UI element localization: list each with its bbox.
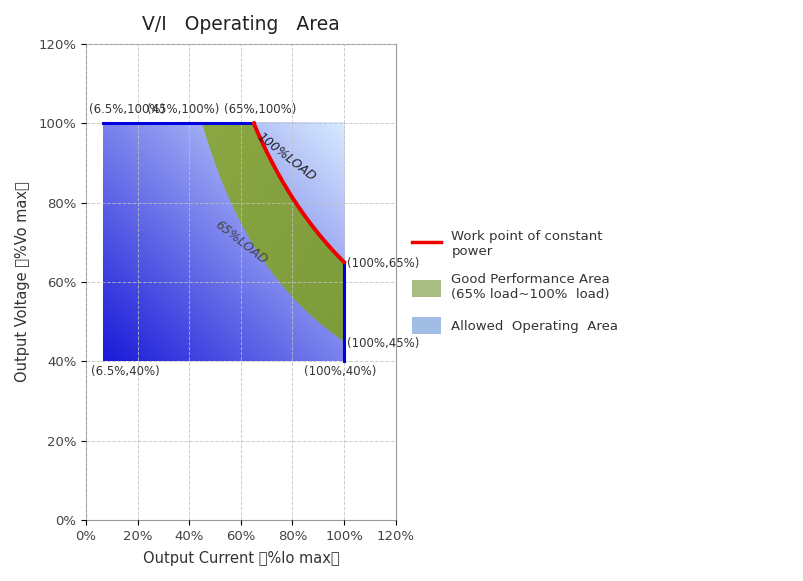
Text: (6.5%,100%): (6.5%,100%) xyxy=(88,103,165,116)
Text: (45%,100%): (45%,100%) xyxy=(146,103,218,116)
Text: 100%LOAD: 100%LOAD xyxy=(254,130,317,184)
Legend: Work point of constant
power, Good Performance Area
(65% load~100%  load), Allow: Work point of constant power, Good Perfo… xyxy=(405,223,624,341)
Title: V/I   Operating   Area: V/I Operating Area xyxy=(142,15,340,34)
Y-axis label: Output Voltage （%Vo max）: Output Voltage （%Vo max） xyxy=(15,181,30,382)
Text: (6.5%,40%): (6.5%,40%) xyxy=(91,365,160,378)
Polygon shape xyxy=(202,123,344,342)
Text: (100%,40%): (100%,40%) xyxy=(304,365,376,378)
Text: 65%LOAD: 65%LOAD xyxy=(212,218,269,267)
Text: (100%,65%): (100%,65%) xyxy=(346,257,418,270)
X-axis label: Output Current （%Io max）: Output Current （%Io max） xyxy=(142,551,339,566)
Text: (65%,100%): (65%,100%) xyxy=(224,103,296,116)
Text: (100%,45%): (100%,45%) xyxy=(346,338,418,350)
